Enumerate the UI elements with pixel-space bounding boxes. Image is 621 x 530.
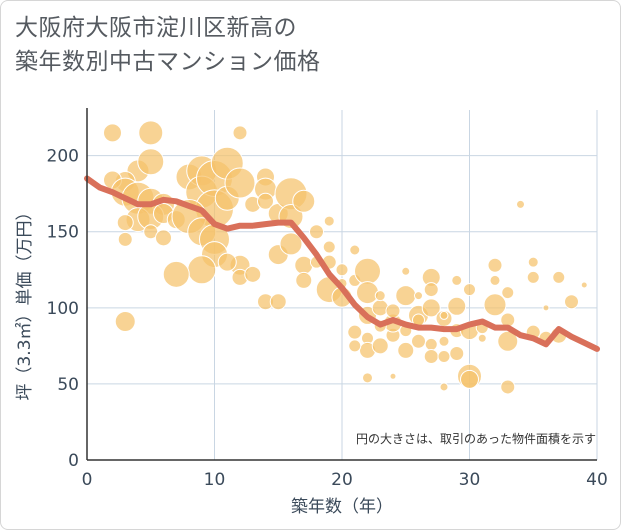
- bubble: [437, 350, 451, 364]
- y-tick-label: 200: [47, 147, 79, 167]
- x-tick-label: 20: [331, 470, 353, 490]
- y-tick-label: 100: [47, 299, 79, 319]
- bubble: [439, 310, 449, 320]
- bubble: [371, 337, 389, 355]
- bubble: [449, 345, 465, 361]
- bubble: [349, 244, 361, 256]
- bubble: [395, 285, 417, 307]
- bubble: [411, 333, 426, 349]
- bubble: [516, 199, 525, 209]
- bubble: [497, 330, 519, 352]
- y-tick-label: 0: [68, 451, 79, 471]
- bubble: [335, 263, 349, 277]
- bubble: [217, 252, 237, 272]
- bubble-layer: [103, 120, 588, 395]
- bubble: [103, 123, 122, 143]
- bubble: [138, 120, 164, 146]
- x-tick-label: 40: [586, 470, 608, 490]
- bubble: [542, 304, 550, 312]
- bubble: [371, 299, 389, 317]
- bubble: [414, 291, 423, 301]
- bubble: [424, 337, 438, 351]
- bubble: [564, 294, 579, 310]
- bubble: [477, 333, 487, 343]
- bubble: [309, 224, 324, 240]
- bubble: [397, 341, 415, 359]
- bubble: [257, 192, 274, 210]
- bubble: [580, 281, 588, 289]
- bubble: [526, 270, 540, 284]
- bubble: [401, 266, 411, 276]
- bubble: [447, 296, 467, 316]
- bubble: [356, 281, 379, 305]
- bubble: [155, 229, 172, 247]
- bubble: [117, 231, 133, 247]
- title-line-1: 大阪府大阪市淀川区新高の: [15, 15, 297, 41]
- chart-title: 大阪府大阪市淀川区新高の 築年数別中古マンション価格: [15, 11, 321, 79]
- bubble: [292, 189, 316, 213]
- y-axis-label: 坪（3.3㎡）単価（万円）: [15, 203, 35, 400]
- bubble: [374, 290, 386, 302]
- bubble: [362, 372, 373, 384]
- bubble: [423, 349, 439, 365]
- bubble: [421, 298, 441, 318]
- bubble: [137, 148, 165, 176]
- bubble: [114, 311, 136, 333]
- bubble: [354, 257, 381, 285]
- x-tick-label: 0: [82, 470, 93, 490]
- trend-line: [84, 175, 600, 352]
- bubble: [279, 232, 303, 256]
- title-line-2: 築年数別中古マンション価格: [15, 49, 321, 75]
- bubble: [438, 335, 450, 347]
- y-tick-label: 150: [47, 223, 79, 243]
- bubble: [224, 167, 256, 199]
- bubble: [294, 255, 314, 275]
- x-tick-label: 30: [459, 470, 481, 490]
- bubble: [527, 256, 539, 268]
- bubble: [500, 379, 516, 395]
- bubble: [439, 382, 449, 392]
- bubble: [116, 214, 134, 232]
- bubble: [323, 215, 335, 227]
- tick-labels: 0 50 100 150 200 0 10 20 30 40: [47, 147, 608, 490]
- x-tick-label: 10: [204, 470, 226, 490]
- bubble: [423, 282, 439, 298]
- bubble: [385, 303, 401, 319]
- x-axis-label: 築年数（年）: [291, 497, 393, 517]
- bubble: [487, 257, 503, 273]
- bubble: [232, 125, 248, 141]
- bubble: [244, 265, 262, 283]
- bubble: [322, 240, 336, 254]
- bubble: [489, 274, 501, 286]
- bubble: [348, 339, 362, 353]
- bubble: [460, 369, 479, 389]
- size-annotation: 円の大きさは、取引のあった物件面積を示す: [356, 431, 596, 446]
- bubble: [187, 255, 217, 285]
- bubble: [552, 270, 566, 284]
- y-tick-label: 50: [57, 375, 79, 395]
- bubble: [463, 283, 476, 297]
- bubble: [451, 274, 463, 286]
- bubble: [295, 271, 313, 289]
- bubble: [501, 286, 515, 300]
- bubble: [269, 293, 287, 311]
- bubble: [389, 372, 397, 380]
- bubble: [162, 260, 190, 288]
- bubble: [483, 293, 507, 317]
- bubble: [347, 324, 363, 340]
- axes: [86, 108, 597, 461]
